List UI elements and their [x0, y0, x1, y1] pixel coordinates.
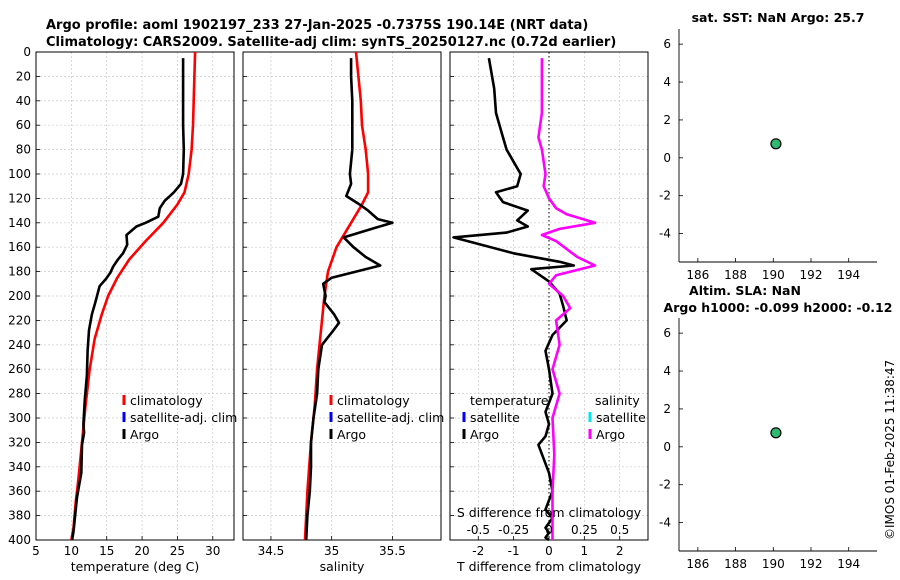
- legend-salinity-title: salinity: [595, 393, 640, 408]
- sst-ytick-label: -2: [659, 189, 671, 203]
- sla-xtick-label: 190: [762, 557, 785, 571]
- difference-xtick-label: 0: [545, 544, 553, 558]
- temperature-panel: 0 20 40 60 80 100 120 140 160 180 200 220 240 260 280 3…: [8, 45, 237, 574]
- salinity-legend-label: Argo: [337, 427, 366, 442]
- temperature-xtick-label: 10: [64, 544, 79, 558]
- difference-xtick-label: 1: [581, 544, 589, 558]
- depth-tick-label: 120: [8, 191, 31, 205]
- sst-xtick-label: 186: [686, 268, 709, 282]
- difference-xtick-label: -2: [472, 544, 484, 558]
- salinity-legend-label: satellite-adj. clim: [337, 410, 444, 425]
- difference-xtick-label: -1: [508, 544, 520, 558]
- depth-tick-label: 80: [16, 143, 31, 157]
- imos-watermark: ©IMOS 01-Feb-2025 11:38:47: [883, 360, 897, 540]
- salinity-series-argo: [304, 58, 394, 541]
- difference-s-xlabel: S difference from climatology: [457, 505, 642, 520]
- legend-temperature-title: temperature: [470, 393, 549, 408]
- sst-xtick-label: 194: [837, 268, 860, 282]
- difference-xtick-label: 2: [616, 544, 624, 558]
- sla-xtick-label: 192: [800, 557, 823, 571]
- sst-xtick-label: 192: [800, 268, 823, 282]
- temperature-legend-label: Argo: [130, 427, 159, 442]
- depth-tick-label: 180: [8, 265, 31, 279]
- temperature-series-argo: [70, 58, 186, 541]
- temperature-xtick-label: 30: [205, 544, 220, 558]
- figure-title-line1: Argo profile: aoml 1902197_233 27-Jan-20…: [46, 18, 588, 33]
- depth-tick-label: 100: [8, 167, 31, 181]
- temperature-xtick-label: 15: [99, 544, 114, 558]
- sla-ytick-label: -2: [659, 478, 671, 492]
- temperature-xlabel: temperature (deg C): [71, 559, 200, 574]
- salinity-xtick-label: 35: [324, 544, 339, 558]
- depth-tick-label: 220: [8, 313, 31, 327]
- sla-ytick-label: -4: [659, 516, 671, 530]
- salinity-axes-frame: [242, 51, 442, 541]
- depth-tick-label: 400: [8, 533, 31, 547]
- temperature-xtick-label: 5: [32, 544, 40, 558]
- sla-ytick-label: 6: [663, 326, 671, 340]
- difference-series-t-difference-argo-: [452, 57, 576, 542]
- sla-ytick-label: 2: [663, 402, 671, 416]
- temperature-axes-frame: [35, 51, 235, 541]
- difference-s-tick-label: 0.5: [610, 523, 629, 537]
- sla-ytick-label: 4: [663, 364, 671, 378]
- depth-tick-label: 380: [8, 509, 31, 523]
- depth-tick-label: 20: [16, 69, 31, 83]
- sst-ytick-label: 0: [663, 151, 671, 165]
- depth-tick-label: 160: [8, 240, 31, 254]
- sst-xtick-label: 188: [724, 268, 747, 282]
- sla-ytick-label: 0: [663, 440, 671, 454]
- sla-xtick-label: 194: [837, 557, 860, 571]
- depth-tick-label: 320: [8, 435, 31, 449]
- temperature-series-climatology: [70, 51, 197, 541]
- difference-s-tick-label: -0.5: [467, 523, 490, 537]
- temperature-legend-label: climatology: [130, 393, 203, 408]
- figure-title-line2: Climatology: CARS2009. Satellite-adj cli…: [46, 35, 616, 50]
- depth-tick-label: 240: [8, 338, 31, 352]
- sla-subtitle: Argo h1000: -0.099 h2000: -0.12: [664, 300, 893, 315]
- sst-ytick-label: 4: [663, 75, 671, 89]
- salinity-xlabel: salinity: [320, 559, 365, 574]
- legend-t-label: satellite: [470, 410, 520, 425]
- sst-panel: -4 -2 0 2 4 6 186 188 190 192 194 sat. SST: NaN Arg…: [659, 10, 877, 282]
- depth-tick-label: 200: [8, 289, 31, 303]
- difference-s-tick-label: -0.25: [498, 523, 529, 537]
- depth-tick-label: 0: [23, 45, 31, 59]
- legend-s-label: Argo: [596, 427, 625, 442]
- sst-title: sat. SST: NaN Argo: 25.7: [692, 10, 865, 25]
- sst-data-point: [770, 138, 782, 150]
- sla-data-point: [770, 427, 782, 439]
- difference-s-tick-label: 0.25: [571, 523, 598, 537]
- sla-title: Altim. SLA: NaN: [689, 283, 801, 298]
- depth-tick-label: 60: [16, 118, 31, 132]
- salinity-panel: 34.5 35 35.5 salinity climatology satellite-a…: [242, 51, 444, 574]
- depth-tick-label: 260: [8, 362, 31, 376]
- depth-tick-label: 40: [16, 94, 31, 108]
- sla-panel: -4 -2 0 2 4 6 186 188 190 192 194 Altim. SLA: NaN Ar…: [659, 283, 892, 571]
- sla-xtick-label: 186: [686, 557, 709, 571]
- temperature-legend-label: satellite-adj. clim: [130, 410, 237, 425]
- difference-xlabel: T difference from climatology: [456, 559, 642, 574]
- legend-s-label: satellite: [596, 410, 646, 425]
- sst-ytick-label: -4: [659, 227, 671, 241]
- sst-ytick-label: 2: [663, 113, 671, 127]
- salinity-legend-label: climatology: [337, 393, 410, 408]
- temperature-xtick-label: 25: [170, 544, 185, 558]
- temperature-xtick-label: 20: [134, 544, 149, 558]
- legend-t-label: Argo: [470, 427, 499, 442]
- difference-series-s-difference-argo-: [537, 58, 597, 540]
- sst-ytick-label: 6: [663, 37, 671, 51]
- difference-s-tick-label: 0: [545, 523, 553, 537]
- sla-xtick-label: 188: [724, 557, 747, 571]
- depth-tick-label: 300: [8, 411, 31, 425]
- salinity-xtick-label: 35.5: [379, 544, 406, 558]
- depth-tick-label: 140: [8, 216, 31, 230]
- depth-tick-label: 340: [8, 460, 31, 474]
- sst-xtick-label: 190: [762, 268, 785, 282]
- depth-tick-label: 360: [8, 484, 31, 498]
- difference-panel: -2 -1 0 1 2T difference from climatology temp…: [449, 51, 649, 574]
- depth-tick-label: 280: [8, 387, 31, 401]
- salinity-xtick-label: 34.5: [258, 544, 285, 558]
